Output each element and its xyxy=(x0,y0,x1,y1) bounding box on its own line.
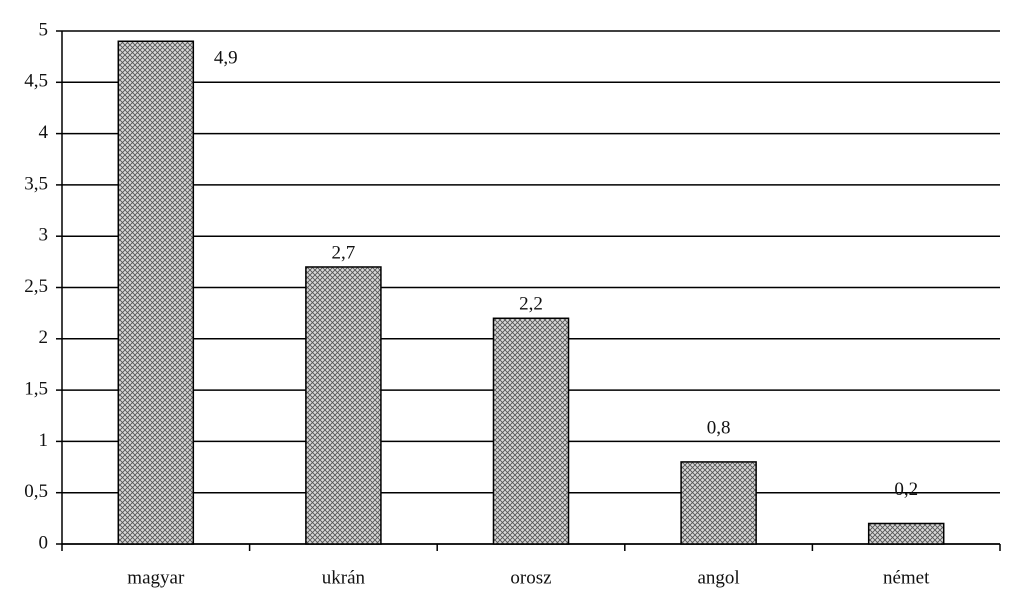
y-tick-label: 0,5 xyxy=(24,481,48,502)
value-label: 2,2 xyxy=(519,294,543,315)
y-tick-label: 2,5 xyxy=(24,276,48,297)
value-label: 0,8 xyxy=(707,417,731,438)
y-tick-label: 1 xyxy=(39,430,49,451)
y-tick-label: 1,5 xyxy=(24,378,48,399)
value-label: 4,9 xyxy=(214,48,238,69)
value-label: 2,7 xyxy=(332,242,356,263)
x-tick-label: magyar xyxy=(127,567,185,588)
y-tick-label: 2 xyxy=(39,327,49,348)
bar xyxy=(305,266,382,545)
y-tick-label: 5 xyxy=(39,19,49,40)
y-tick-label: 3,5 xyxy=(24,173,48,194)
bar xyxy=(867,522,945,545)
y-tick-label: 4 xyxy=(39,122,49,143)
value-label: 0,2 xyxy=(894,479,918,500)
x-tick-label: ukrán xyxy=(322,567,366,588)
x-tick-label: német xyxy=(883,567,930,588)
y-tick-label: 3 xyxy=(39,225,49,246)
y-tick-label: 0 xyxy=(39,532,49,553)
x-tick-label: angol xyxy=(697,567,739,588)
bar xyxy=(680,461,757,545)
x-tick-label: orosz xyxy=(510,567,551,588)
bar xyxy=(492,317,570,545)
y-tick-label: 4,5 xyxy=(24,71,48,92)
bar xyxy=(117,40,195,545)
